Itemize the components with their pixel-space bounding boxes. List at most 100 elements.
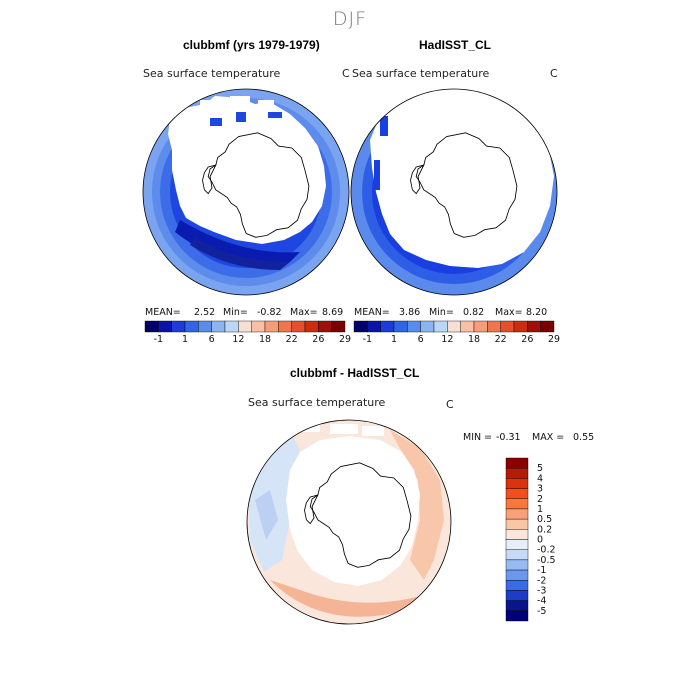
panel-2-mean-value: 3.86 bbox=[399, 307, 421, 318]
colorbar-tick-label: -5 bbox=[537, 606, 546, 617]
colorbar-swatch bbox=[505, 508, 529, 520]
colorbar-swatch bbox=[304, 320, 319, 333]
panel-1-min-label: Min= bbox=[223, 307, 248, 318]
colorbar-swatch bbox=[505, 600, 529, 612]
colorbar-tick-label: 1 bbox=[391, 334, 397, 345]
colorbar-swatch bbox=[527, 320, 541, 333]
colorbar-tick-label: 22 bbox=[286, 334, 298, 345]
season-title: DJF bbox=[332, 8, 368, 30]
panel-1-mean-label: MEAN= bbox=[145, 307, 181, 318]
colorbar-swatch bbox=[473, 320, 488, 333]
panel-2-units: C bbox=[550, 67, 558, 80]
colorbar-swatch bbox=[505, 539, 529, 550]
colorbar-tick-label: -1 bbox=[537, 565, 546, 576]
colorbar-tick-label: 3 bbox=[537, 484, 543, 495]
colorbar-swatch bbox=[505, 498, 529, 510]
colorbar-swatch bbox=[291, 320, 306, 333]
panel-1-min-value: -0.82 bbox=[257, 307, 282, 318]
colorbar-tick-label: 0.2 bbox=[537, 524, 552, 535]
colorbar-tick-label: 26 bbox=[521, 334, 533, 345]
panel-2-variable: Sea surface temperature bbox=[352, 67, 490, 80]
colorbar-swatch bbox=[505, 549, 529, 561]
colorbar-tick-label: -1 bbox=[363, 334, 372, 345]
colorbar-swatch bbox=[318, 320, 332, 333]
panel-3-units: C bbox=[446, 398, 454, 411]
colorbar-swatch bbox=[505, 610, 529, 622]
panel-2-frame bbox=[350, 88, 558, 296]
colorbar-tick-label: -3 bbox=[537, 585, 546, 596]
colorbar-swatch bbox=[433, 320, 448, 333]
panel-2-min-label: Min= bbox=[429, 307, 454, 318]
colorbar-tick-label: 1 bbox=[182, 334, 188, 345]
colorbar-swatch bbox=[447, 320, 461, 333]
panel-1-variable: Sea surface temperature bbox=[143, 67, 281, 80]
panel-2-map bbox=[351, 89, 557, 295]
colorbar-tick-label: -0.2 bbox=[537, 545, 556, 556]
colorbar-tick-label: -0.5 bbox=[537, 555, 556, 566]
colorbar-swatch bbox=[171, 320, 186, 333]
colorbar-swatch bbox=[505, 467, 529, 479]
colorbar-swatch bbox=[505, 478, 529, 489]
colorbar-swatch bbox=[278, 320, 292, 333]
colorbar-swatch bbox=[331, 320, 346, 333]
panel-1-map bbox=[143, 89, 349, 295]
panel-1-max-value: 8.69 bbox=[322, 307, 344, 318]
colorbar-swatch bbox=[367, 320, 381, 333]
colorbar-swatch bbox=[224, 320, 239, 333]
colorbar-panel-1: -1 1 6 12 18 22 26 29 bbox=[144, 320, 351, 345]
colorbar-tick-label: -4 bbox=[537, 596, 546, 607]
colorbar-tick-label: 1 bbox=[537, 504, 543, 515]
colorbar-swatch bbox=[211, 320, 226, 333]
panel-3-min-value: -0.31 bbox=[496, 432, 521, 443]
colorbar-swatch bbox=[513, 320, 528, 333]
colorbar-swatch bbox=[505, 580, 529, 591]
panel-1-units: C bbox=[342, 67, 350, 80]
colorbar-swatch bbox=[505, 590, 529, 601]
colorbar-tick-label: 29 bbox=[339, 334, 351, 345]
panel-2-max-value: 8.20 bbox=[526, 307, 548, 318]
panel-3-map bbox=[247, 420, 451, 624]
colorbar-swatch bbox=[540, 320, 555, 333]
panel-2-mean-label: MEAN= bbox=[354, 307, 390, 318]
panel-1-title: clubbmf (yrs 1979-1979) bbox=[183, 38, 320, 52]
colorbar-swatch bbox=[505, 559, 529, 571]
colorbar-tick-label: 0.5 bbox=[537, 514, 552, 525]
colorbar-swatch bbox=[238, 320, 252, 333]
colorbar-swatch bbox=[144, 320, 159, 333]
colorbar-tick-label: 0 bbox=[537, 535, 543, 546]
colorbar-tick-label: 12 bbox=[441, 334, 453, 345]
colorbar-swatch bbox=[184, 320, 199, 333]
panel-2-max-label: Max= bbox=[495, 307, 523, 318]
colorbar-tick-label: 18 bbox=[468, 334, 480, 345]
colorbar-swatch bbox=[393, 320, 408, 333]
colorbar-tick-label: 12 bbox=[232, 334, 244, 345]
panel-3-frame bbox=[246, 419, 452, 625]
panel-1-frame bbox=[142, 88, 350, 296]
colorbar-swatch bbox=[158, 320, 172, 333]
colorbar-tick-label: 6 bbox=[418, 334, 424, 345]
colorbar-swatch bbox=[353, 320, 368, 333]
panel-1-mean-value: 2.52 bbox=[194, 307, 216, 318]
panel-3-max-label: MAX = bbox=[532, 432, 565, 443]
panel-3-variable: Sea surface temperature bbox=[248, 396, 386, 409]
panel-3-title: clubbmf - HadISST_CL bbox=[290, 366, 420, 380]
colorbar-swatch bbox=[198, 320, 212, 333]
colorbar-tick-label: 5 bbox=[537, 463, 543, 474]
colorbar-swatch bbox=[407, 320, 421, 333]
colorbar-swatch bbox=[500, 320, 515, 333]
colorbar-swatch bbox=[505, 488, 529, 499]
colorbar-tick-label: 26 bbox=[312, 334, 324, 345]
colorbar-swatch bbox=[460, 320, 475, 333]
colorbar-swatch bbox=[505, 518, 529, 530]
panel-2-min-value: 0.82 bbox=[463, 307, 485, 318]
panel-3-max-value: 0.55 bbox=[573, 432, 595, 443]
colorbar-swatch bbox=[487, 320, 501, 333]
colorbar-swatch bbox=[264, 320, 279, 333]
colorbar-tick-label: 4 bbox=[537, 473, 543, 484]
colorbar-tick-label: -2 bbox=[537, 575, 546, 586]
colorbar-tick-label: 2 bbox=[537, 494, 543, 505]
colorbar-swatch bbox=[420, 320, 435, 333]
panel-1-max-label: Max= bbox=[290, 307, 318, 318]
